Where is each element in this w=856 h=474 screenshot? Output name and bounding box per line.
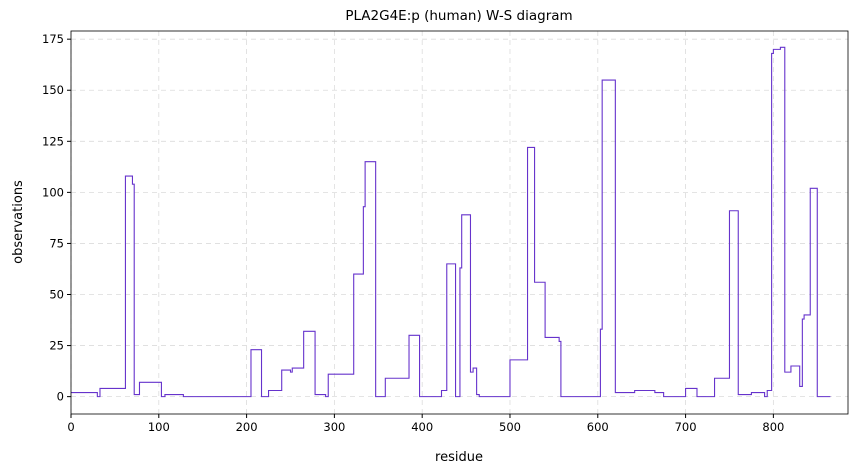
plot-frame	[70, 30, 849, 415]
y-tick-label: 25	[49, 339, 64, 353]
x-tick-label: 100	[148, 420, 170, 434]
y-tick-label: 75	[49, 236, 64, 250]
x-tick-label: 700	[675, 420, 697, 434]
chart-title: PLA2G4E:p (human) W-S diagram	[345, 8, 572, 24]
y-tick-label: 50	[49, 288, 64, 302]
x-axis-label: residue	[435, 450, 483, 465]
y-tick-label: 0	[57, 390, 64, 404]
y-axis-label: observations	[11, 180, 26, 264]
y-tick-label: 150	[42, 83, 64, 97]
x-tick-label: 500	[499, 420, 521, 434]
data-line	[71, 46, 831, 398]
y-tick-label: 175	[42, 32, 64, 46]
x-tick-label: 200	[236, 420, 258, 434]
x-tick-label: 400	[411, 420, 433, 434]
x-tick-label: 0	[67, 420, 74, 434]
y-tick-label: 100	[42, 185, 64, 199]
y-tick-label: 125	[42, 134, 64, 148]
x-tick-label: 300	[323, 420, 345, 434]
x-tick-label: 600	[587, 420, 609, 434]
x-tick-label: 800	[762, 420, 784, 434]
